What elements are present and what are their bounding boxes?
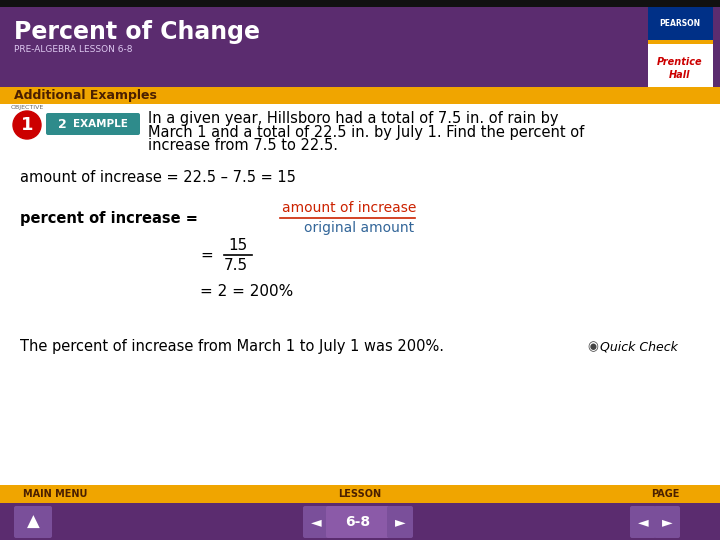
FancyBboxPatch shape [303, 506, 329, 538]
Text: ▲: ▲ [27, 513, 40, 531]
Text: Additional Examples: Additional Examples [14, 90, 157, 103]
FancyBboxPatch shape [630, 506, 656, 538]
Text: LESSON: LESSON [338, 489, 382, 499]
Text: ◄: ◄ [638, 515, 648, 529]
Text: MAIN MENU: MAIN MENU [23, 489, 87, 499]
Bar [0, 503, 720, 540]
Text: 6-8: 6-8 [346, 515, 371, 529]
FancyBboxPatch shape [326, 506, 390, 538]
Text: Prentice: Prentice [657, 57, 703, 67]
Text: ►: ► [662, 515, 672, 529]
Text: OBJECTIVE: OBJECTIVE [10, 105, 44, 111]
Text: ◄: ◄ [311, 515, 321, 529]
Text: = 2 = 200%: = 2 = 200% [200, 285, 293, 300]
FancyBboxPatch shape [14, 506, 52, 538]
Text: 1: 1 [21, 116, 33, 134]
Bar [0, 87, 720, 104]
Text: March 1 and a total of 22.5 in. by July 1. Find the percent of: March 1 and a total of 22.5 in. by July … [148, 125, 584, 139]
Text: amount of increase: amount of increase [282, 201, 416, 215]
Text: ►: ► [395, 515, 405, 529]
Bar [648, 44, 713, 87]
Text: Percent of Change: Percent of Change [14, 20, 260, 44]
Circle shape [13, 111, 41, 139]
Text: Hall: Hall [670, 70, 690, 80]
Bar [0, 104, 720, 485]
Text: percent of increase =: percent of increase = [20, 211, 203, 226]
Text: 2: 2 [58, 118, 66, 131]
Text: increase from 7.5 to 22.5.: increase from 7.5 to 22.5. [148, 138, 338, 153]
Text: Quick Check: Quick Check [600, 341, 678, 354]
Bar [648, 7, 713, 40]
Text: ◉: ◉ [587, 341, 598, 354]
Text: 7.5: 7.5 [224, 258, 248, 273]
Text: The percent of increase from March 1 to July 1 was 200%.: The percent of increase from March 1 to … [20, 340, 444, 354]
FancyBboxPatch shape [387, 506, 413, 538]
Text: 15: 15 [228, 238, 247, 253]
Text: amount of increase = 22.5 – 7.5 = 15: amount of increase = 22.5 – 7.5 = 15 [20, 171, 296, 186]
Bar [648, 40, 713, 44]
Bar [0, 7, 720, 87]
Bar [0, 485, 720, 503]
Bar [0, 0, 720, 7]
Text: PRE-ALGEBRA LESSON 6-8: PRE-ALGEBRA LESSON 6-8 [14, 45, 132, 55]
Text: =: = [200, 247, 212, 262]
FancyBboxPatch shape [46, 113, 140, 135]
FancyBboxPatch shape [654, 506, 680, 538]
Text: In a given year, Hillsboro had a total of 7.5 in. of rain by: In a given year, Hillsboro had a total o… [148, 111, 559, 125]
Text: EXAMPLE: EXAMPLE [73, 119, 127, 129]
Text: original amount: original amount [304, 221, 414, 235]
Text: PAGE: PAGE [651, 489, 679, 499]
Text: PEARSON: PEARSON [660, 18, 701, 28]
